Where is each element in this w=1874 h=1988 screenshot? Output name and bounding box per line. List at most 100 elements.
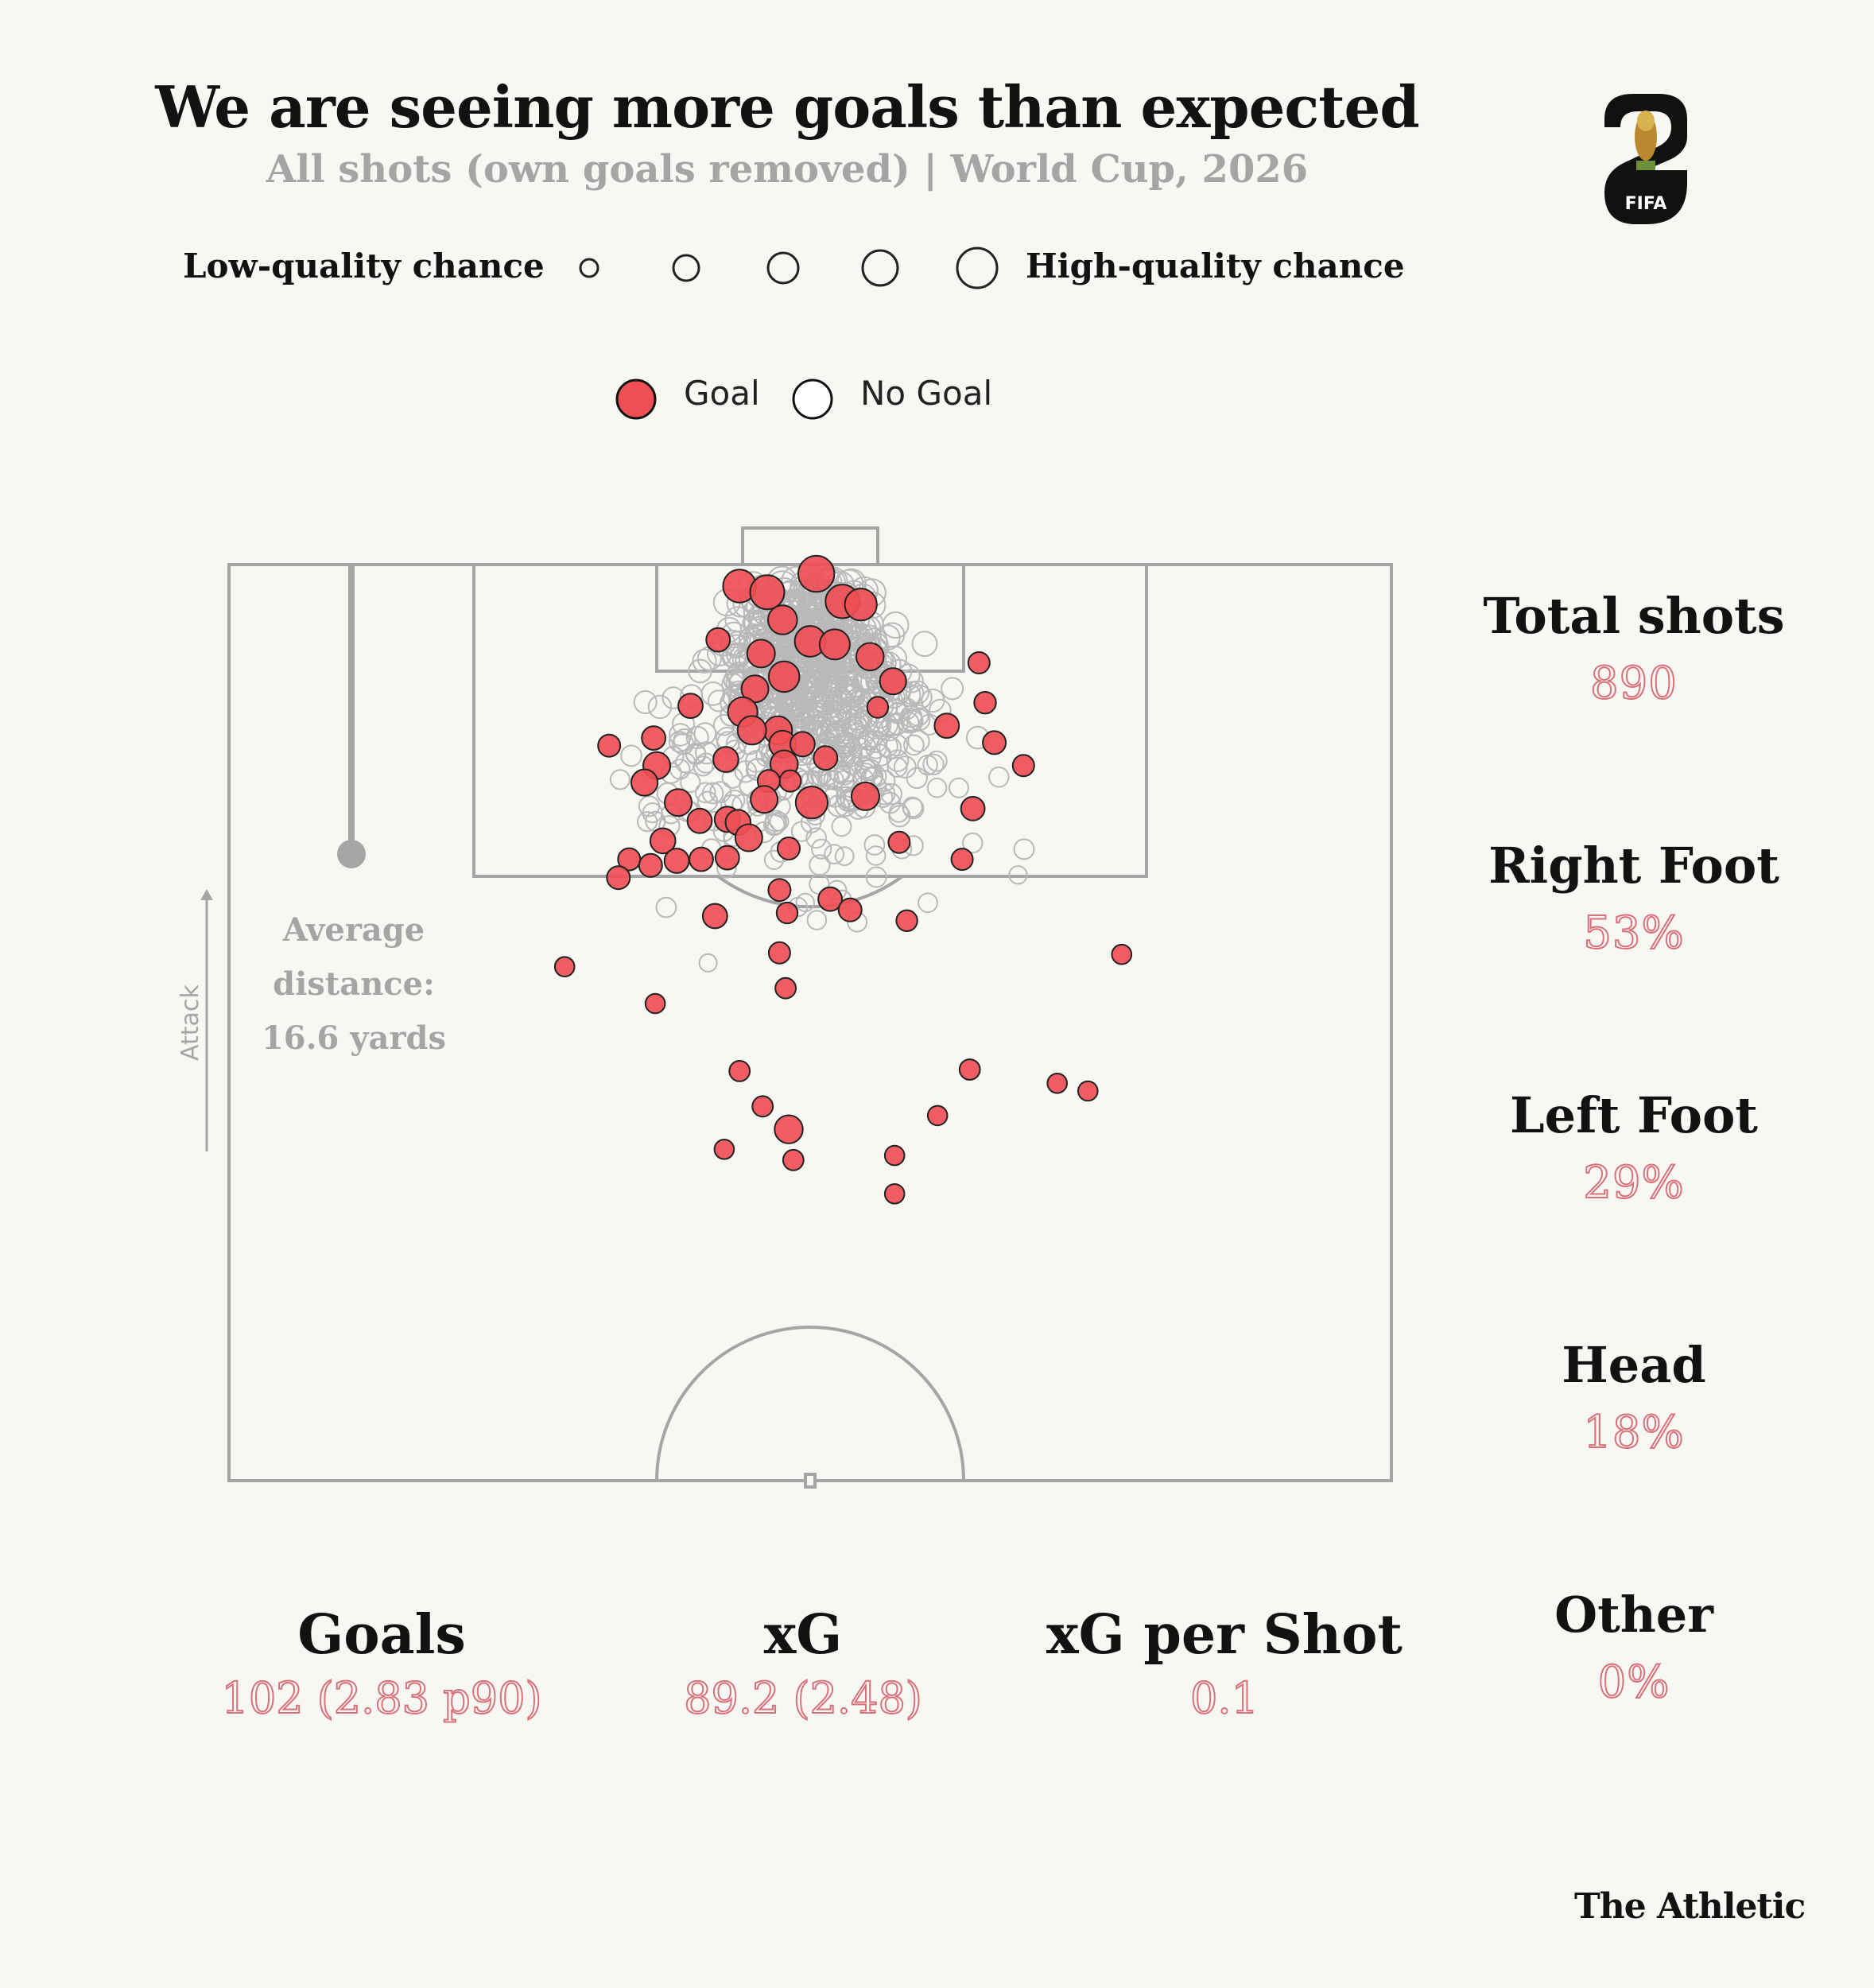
low-quality-label: Low-quality chance bbox=[183, 247, 545, 285]
shot-no-goal bbox=[988, 766, 1010, 788]
shot-goal bbox=[967, 651, 991, 674]
shot-no-goal bbox=[647, 694, 673, 720]
shot-goal bbox=[950, 848, 974, 872]
average-line-1: Average bbox=[282, 911, 425, 949]
average-line-3: 16.6 yards bbox=[261, 1019, 447, 1057]
shot-no-goal bbox=[906, 767, 928, 790]
shot-goal bbox=[638, 852, 663, 878]
size-legend-circle-2 bbox=[672, 254, 700, 282]
high-quality-label: High-quality chance bbox=[1026, 247, 1405, 285]
shot-goal bbox=[844, 588, 878, 622]
stat-value: 29% bbox=[1582, 1156, 1685, 1209]
centre-circle bbox=[655, 1326, 965, 1481]
shot-goal bbox=[818, 628, 851, 661]
shot-no-goal bbox=[875, 735, 898, 758]
stat-label: Other bbox=[1554, 1586, 1713, 1644]
shot-goal bbox=[790, 731, 816, 758]
shot-goal bbox=[644, 992, 666, 1015]
bottom-stat-value: 102 (2.83 p90) bbox=[220, 1672, 542, 1724]
shot-no-goal bbox=[854, 756, 877, 779]
shot-no-goal bbox=[806, 910, 828, 930]
shot-goal bbox=[689, 846, 714, 872]
chart-title: We are seeing more goals than expected bbox=[155, 73, 1419, 141]
bottom-stat-goals: Goals 102 (2.83 p90) bbox=[159, 1603, 604, 1724]
shot-no-goal bbox=[907, 729, 930, 753]
shot-goal bbox=[817, 886, 843, 912]
shot-no-goal bbox=[789, 682, 813, 706]
shot-no-goal bbox=[721, 643, 747, 669]
shot-goal bbox=[751, 1095, 774, 1118]
shot-no-goal bbox=[865, 845, 887, 866]
shot-no-goal bbox=[1013, 838, 1035, 860]
shot-no-goal bbox=[906, 704, 929, 727]
stat-value: 0% bbox=[1597, 1656, 1670, 1709]
shot-goal bbox=[649, 827, 677, 855]
shot-goal bbox=[837, 897, 863, 922]
attack-arrow-head bbox=[200, 889, 213, 900]
shot-no-goal bbox=[828, 709, 852, 732]
shot-no-goal bbox=[1008, 865, 1028, 885]
shot-no-goal bbox=[887, 756, 908, 779]
shot-no-goal bbox=[827, 759, 851, 783]
shot-goal bbox=[597, 733, 622, 758]
shot-goal bbox=[887, 830, 911, 854]
shot-no-goal bbox=[763, 813, 786, 837]
shot-goal bbox=[782, 1148, 805, 1171]
shot-goal bbox=[1077, 1080, 1099, 1102]
brand-logo: The Athletic bbox=[1574, 1886, 1806, 1927]
size-legend-circle-3 bbox=[766, 251, 800, 285]
shot-goal bbox=[714, 845, 740, 871]
stat-label: Right Foot bbox=[1488, 837, 1779, 895]
shot-goal bbox=[926, 1105, 949, 1127]
goal-legend-marker bbox=[615, 379, 657, 420]
shot-goal bbox=[774, 1114, 804, 1144]
shot-no-goal bbox=[669, 723, 693, 747]
stat-label: Left Foot bbox=[1510, 1086, 1758, 1144]
shot-no-goal bbox=[832, 770, 856, 792]
shot-goal bbox=[767, 604, 798, 635]
stat-other: Other 0% bbox=[1463, 1586, 1805, 1709]
shot-no-goal bbox=[707, 689, 731, 712]
shot-no-goal bbox=[609, 769, 631, 790]
shot-goal bbox=[736, 715, 767, 746]
shot-goal bbox=[767, 941, 791, 965]
stat-total-shots: Total shots 890 bbox=[1463, 587, 1805, 710]
shot-no-goal bbox=[844, 713, 867, 736]
shot-no-goal bbox=[854, 710, 878, 734]
shot-goal bbox=[746, 639, 776, 669]
shot-no-goal bbox=[839, 680, 863, 705]
shot-goal bbox=[663, 848, 690, 874]
shot-no-goal bbox=[692, 648, 717, 674]
shot-goal bbox=[630, 768, 659, 797]
shot-goal bbox=[686, 807, 713, 834]
shot-no-goal bbox=[918, 892, 938, 914]
shot-no-goal bbox=[763, 849, 785, 871]
shot-no-goal bbox=[879, 736, 902, 759]
shot-goal bbox=[813, 745, 839, 771]
shot-no-goal bbox=[879, 622, 906, 648]
shot-no-goal bbox=[911, 631, 938, 657]
shot-goal bbox=[553, 956, 576, 977]
shot-no-goal bbox=[895, 697, 918, 720]
shot-no-goal bbox=[805, 689, 829, 713]
penalty-arc bbox=[716, 875, 904, 909]
shot-no-goal bbox=[903, 734, 925, 756]
stat-left-foot: Left Foot 29% bbox=[1463, 1086, 1805, 1209]
shot-goal bbox=[933, 712, 960, 739]
shot-goal bbox=[851, 781, 880, 811]
no-goal-legend-label: No Goal bbox=[860, 374, 993, 413]
shot-no-goal bbox=[693, 755, 714, 777]
bottom-stat-label: xG bbox=[763, 1603, 843, 1667]
shot-no-goal bbox=[879, 791, 902, 814]
shot-no-goal bbox=[863, 834, 886, 856]
shot-no-goal bbox=[620, 744, 642, 767]
shot-no-goal bbox=[655, 896, 677, 918]
shot-no-goal bbox=[823, 660, 848, 685]
stat-label: Head bbox=[1562, 1336, 1706, 1394]
shot-no-goal bbox=[948, 777, 969, 798]
shot-no-goal bbox=[827, 724, 851, 748]
shot-no-goal bbox=[812, 658, 836, 682]
shot-no-goal bbox=[809, 854, 831, 876]
shot-goal bbox=[734, 823, 763, 852]
